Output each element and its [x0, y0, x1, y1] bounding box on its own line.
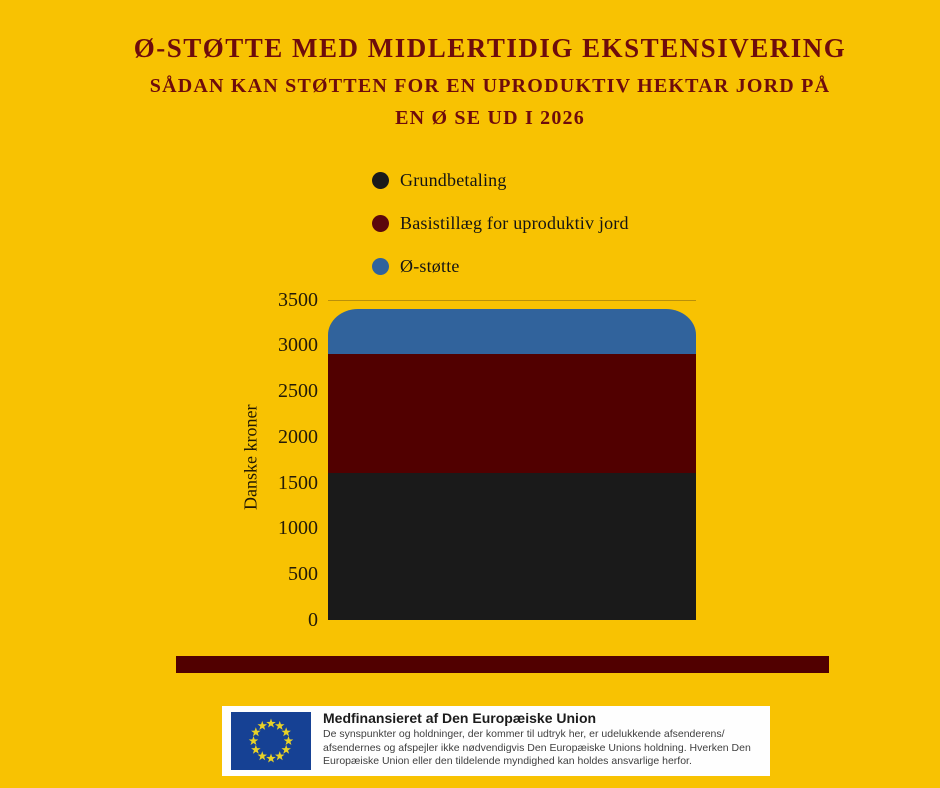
- legend-label: Grundbetaling: [400, 169, 507, 190]
- y-tick-label: 500: [288, 563, 318, 586]
- y-tick-label: 1000: [278, 517, 318, 540]
- title-block: Ø-STØTTE MED MIDLERTIDIG EKSTENSIVERING …: [40, 32, 940, 134]
- divider-bar: [176, 656, 829, 673]
- eu-heading: Medfinansieret af Den Europæiske Union: [323, 710, 597, 726]
- legend-label: Basistillæg for uproduktiv jord: [400, 212, 629, 233]
- y-tick-label: 1500: [278, 471, 318, 494]
- subtitle-line-2: EN Ø SE UD I 2026: [395, 107, 585, 129]
- chart-legend: Grundbetaling Basistillæg for uproduktiv…: [372, 166, 629, 295]
- y-tick-label: 3000: [278, 334, 318, 357]
- page-subtitle: SÅDAN KAN STØTTEN FOR EN UPRODUKTIV HEKT…: [40, 70, 940, 134]
- bar-segment--st-tte: [328, 308, 696, 355]
- y-tick-label: 2500: [278, 380, 318, 403]
- stacked-bar: [328, 308, 696, 620]
- y-tick-label: 3500: [278, 288, 318, 311]
- legend-item-oestoette: Ø-støtte: [372, 252, 629, 280]
- eu-attribution-box: Medfinansieret af Den Europæiske Union D…: [222, 706, 770, 776]
- y-tick-label: 2000: [278, 425, 318, 448]
- y-axis-title: Danske kroner: [240, 404, 261, 510]
- eu-disclaimer: De synspunkter og holdninger, der kommer…: [323, 728, 751, 767]
- y-tick-label: 0: [308, 609, 318, 631]
- legend-swatch-darkred-icon: [372, 214, 389, 232]
- legend-item-basistillaeg: Basistillæg for uproduktiv jord: [372, 209, 629, 237]
- legend-label: Ø-støtte: [400, 255, 460, 276]
- subtitle-line-1: SÅDAN KAN STØTTEN FOR EN UPRODUKTIV HEKT…: [149, 75, 831, 97]
- eu-attribution-text: Medfinansieret af Den Europæiske Union D…: [323, 710, 765, 769]
- page-title: Ø-STØTTE MED MIDLERTIDIG EKSTENSIVERING: [133, 33, 847, 63]
- legend-swatch-blue-icon: [372, 257, 389, 275]
- legend-swatch-black-icon: [372, 171, 389, 189]
- eu-flag-icon: [231, 712, 311, 770]
- bar-segment-grundbetaling: [328, 473, 696, 620]
- legend-item-grundbetaling: Grundbetaling: [372, 166, 629, 194]
- gridline-3500: [328, 299, 696, 301]
- bar-segment-basistill-g-for-uproduktiv-jord: [328, 354, 696, 474]
